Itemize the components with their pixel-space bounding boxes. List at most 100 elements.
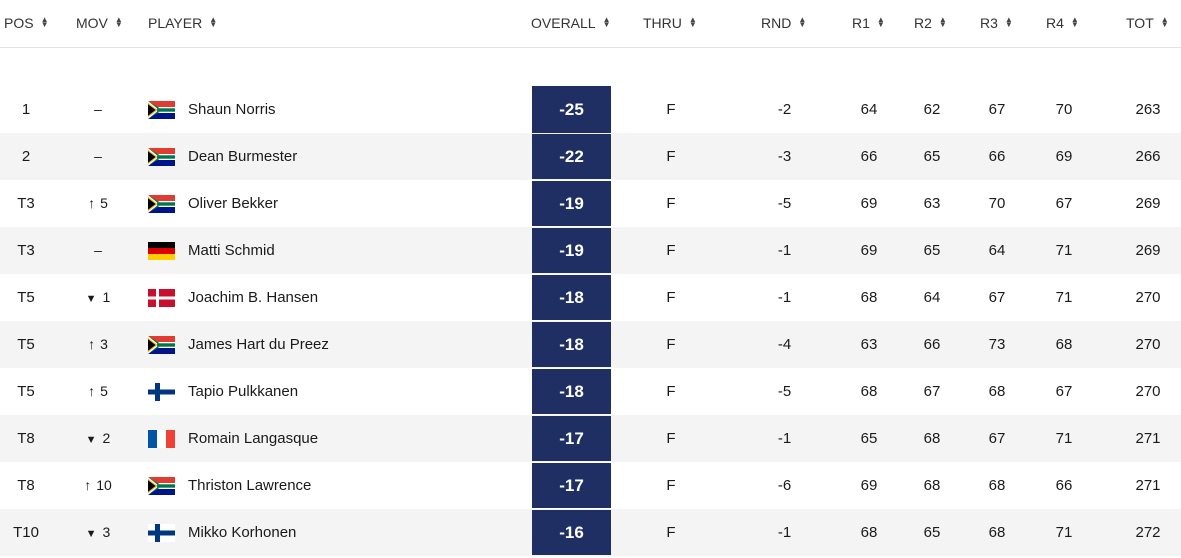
sort-r2-header[interactable]: R2 ▲ ▼ [914, 13, 947, 33]
movement-value: – [94, 242, 102, 258]
movement-value: – [94, 101, 102, 117]
total-cell: 272 [1135, 524, 1161, 541]
sort-thru-header[interactable]: THRU ▲ ▼ [643, 13, 697, 33]
south-africa-flag-icon [148, 195, 175, 213]
header-pos-label: POS [4, 15, 34, 31]
header-thru-label: THRU [643, 15, 682, 31]
round-score-cell: -1 [777, 524, 792, 541]
player-name[interactable]: Dean Burmester [188, 148, 298, 165]
table-body: 1 – Shaun Norris -25 F -2 64 62 67 70 26… [0, 86, 1181, 556]
round-score-cell: -2 [777, 101, 792, 118]
total-cell: 269 [1135, 195, 1161, 212]
position-cell: T3 [17, 195, 35, 212]
sort-r3-header[interactable]: R3 ▲ ▼ [980, 13, 1013, 33]
movement-cell: ▼ 1 [72, 274, 124, 321]
thru-cell: F [666, 524, 676, 541]
position-cell: T5 [17, 383, 35, 400]
r4-cell: 70 [1055, 101, 1073, 118]
thru-cell: F [666, 477, 676, 494]
sort-icon: ▲ ▼ [1160, 15, 1169, 29]
sort-rnd-header[interactable]: RND ▲ ▼ [761, 13, 806, 33]
table-row[interactable]: T3 – Matti Schmid -19 F -1 69 65 64 71 2… [0, 227, 1181, 274]
south-africa-flag-icon [148, 477, 175, 495]
r3-cell: 68 [988, 477, 1006, 494]
table-row[interactable]: T8 ▼ 2 Romain Langasque -17 F -1 65 68 67… [0, 415, 1181, 462]
total-cell: 270 [1135, 289, 1161, 306]
overall-score: -18 [532, 369, 611, 414]
movement-cell: ↑ 5 [72, 180, 124, 227]
player-name[interactable]: Mikko Korhonen [188, 524, 297, 541]
r3-cell: 73 [988, 336, 1006, 353]
movement-cell: ↑ 3 [72, 321, 124, 368]
sort-r1-header[interactable]: R1 ▲ ▼ [852, 13, 885, 33]
r4-cell: 69 [1055, 148, 1073, 165]
player-name[interactable]: Oliver Bekker [188, 195, 279, 212]
table-row[interactable]: T3 ↑ 5 Oliver Bekker -19 F -5 69 63 70 67… [0, 180, 1181, 227]
movement-cell: ↑ 5 [72, 368, 124, 415]
r2-cell: 68 [923, 477, 941, 494]
r3-cell: 64 [988, 242, 1006, 259]
thru-cell: F [666, 195, 676, 212]
position-cell: 2 [21, 148, 31, 165]
player-name[interactable]: Thriston Lawrence [188, 477, 312, 494]
player-name[interactable]: Tapio Pulkkanen [188, 383, 299, 400]
r1-cell: 66 [860, 148, 878, 165]
overall-score: -17 [532, 463, 611, 508]
table-row[interactable]: T8 ↑ 10 Thriston Lawrence -17 F -6 69 68 … [0, 462, 1181, 509]
triangle-down-icon: ▼ [85, 434, 97, 446]
table-row[interactable]: 2 – Dean Burmester -22 F -3 66 65 66 69 … [0, 133, 1181, 180]
movement-cell: – [72, 227, 124, 274]
position-cell: T10 [13, 524, 39, 541]
header-r2-label: R2 [914, 15, 932, 31]
sort-r4-header[interactable]: R4 ▲ ▼ [1046, 13, 1079, 33]
r1-cell: 69 [860, 477, 878, 494]
table-row[interactable]: T10 ▼ 3 Mikko Korhonen -16 F -1 68 65 68 … [0, 509, 1181, 556]
player-name[interactable]: Matti Schmid [188, 242, 275, 259]
sort-mov-header[interactable]: MOV ▲ ▼ [76, 13, 123, 33]
thru-cell: F [666, 101, 676, 118]
denmark-flag-icon [148, 289, 175, 307]
sort-overall-header[interactable]: OVERALL ▲ ▼ [531, 13, 611, 33]
germany-flag-icon [148, 242, 175, 260]
sort-icon: ▲ ▼ [876, 15, 885, 29]
movement-value: 10 [96, 477, 112, 493]
sort-pos-header[interactable]: POS ▲ ▼ [4, 13, 49, 33]
table-row[interactable]: T5 ↑ 3 James Hart du Preez -18 F -4 63 66… [0, 321, 1181, 368]
sort-tot-header[interactable]: TOT ▲ ▼ [1126, 13, 1169, 33]
player-name[interactable]: Shaun Norris [188, 101, 276, 118]
player-name[interactable]: James Hart du Preez [188, 336, 329, 353]
movement-cell: – [72, 86, 124, 133]
r2-cell: 66 [923, 336, 941, 353]
total-cell: 263 [1135, 101, 1161, 118]
sort-player-header[interactable]: PLAYER ▲ ▼ [148, 13, 217, 33]
arrow-up-icon: ↑ [84, 477, 92, 493]
r2-cell: 65 [923, 242, 941, 259]
r4-cell: 68 [1055, 336, 1073, 353]
table-row[interactable]: T5 ↑ 5 Tapio Pulkkanen -18 F -5 68 67 68 … [0, 368, 1181, 415]
overall-score: -19 [532, 228, 611, 273]
table-row[interactable]: 1 – Shaun Norris -25 F -2 64 62 67 70 26… [0, 86, 1181, 133]
r1-cell: 69 [860, 242, 878, 259]
header-overall-label: OVERALL [531, 15, 596, 31]
r2-cell: 63 [923, 195, 941, 212]
player-name[interactable]: Joachim B. Hansen [188, 289, 319, 306]
r4-cell: 66 [1055, 477, 1073, 494]
player-name[interactable]: Romain Langasque [188, 430, 319, 447]
movement-cell: ↑ 10 [72, 462, 124, 509]
movement-cell: – [72, 133, 124, 180]
table-row[interactable]: T5 ▼ 1 Joachim B. Hansen -18 F -1 68 64 6… [0, 274, 1181, 321]
sort-icon: ▲ ▼ [40, 15, 49, 29]
r3-cell: 67 [988, 289, 1006, 306]
thru-cell: F [666, 289, 676, 306]
header-r3-label: R3 [980, 15, 998, 31]
header-r1-label: R1 [852, 15, 870, 31]
header-mov-label: MOV [76, 15, 108, 31]
thru-cell: F [666, 430, 676, 447]
movement-cell: ▼ 2 [72, 415, 124, 462]
total-cell: 270 [1135, 336, 1161, 353]
south-africa-flag-icon [148, 336, 175, 354]
r1-cell: 63 [860, 336, 878, 353]
finland-flag-icon [148, 524, 175, 542]
total-cell: 269 [1135, 242, 1161, 259]
